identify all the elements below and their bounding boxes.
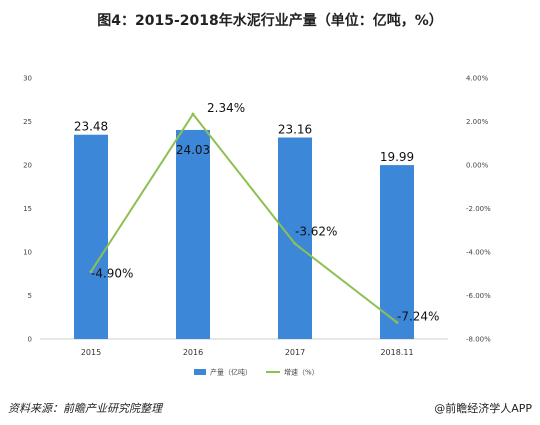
left-tick-label: 5 <box>28 292 32 300</box>
bar <box>176 129 210 339</box>
bar-value-label: 19.99 <box>380 150 414 164</box>
brand-note: @前瞻经济学人APP <box>434 402 532 415</box>
category-label: 2015 <box>81 348 101 357</box>
right-tick-label: -8.00% <box>466 336 491 344</box>
source-note: 资料来源：前瞻产业研究院整理 <box>8 402 162 415</box>
left-tick-label: 25 <box>23 118 32 126</box>
bar-value-label: 24.03 <box>176 143 210 157</box>
legend-label: 增速（%） <box>284 368 319 377</box>
category-label: 2018.11 <box>380 348 413 357</box>
line-value-label: -3.62% <box>295 225 337 239</box>
bar-value-label: 23.16 <box>278 123 312 137</box>
bar <box>74 134 108 339</box>
right-tick-label: -6.00% <box>466 292 491 300</box>
right-tick-label: -4.00% <box>466 249 491 257</box>
category-label: 2016 <box>183 348 203 357</box>
bar-series <box>74 129 414 339</box>
line-value-label: -7.24% <box>397 309 439 323</box>
chart-title: 图4：2015-2018年水泥行业产量（单位：亿吨，%） <box>97 13 443 29</box>
category-label: 2017 <box>285 348 305 357</box>
legend-swatch-bar <box>194 369 206 375</box>
left-tick-label: 10 <box>23 249 32 257</box>
left-tick-label: 20 <box>23 162 32 170</box>
data-labels: 23.48 24.03 23.16 19.99 -4.90% 2.34% -3.62% -7.… <box>74 101 440 323</box>
line-point <box>293 242 297 246</box>
right-tick-label: 4.00% <box>466 75 489 83</box>
right-tick-label: 2.00% <box>466 118 489 126</box>
line-series <box>89 112 399 324</box>
line-point <box>89 270 93 274</box>
line-point <box>191 112 195 116</box>
line-value-label: -4.90% <box>91 267 133 281</box>
legend: 产量（亿吨） 增速（%） <box>194 368 319 377</box>
bar <box>380 165 414 339</box>
bar <box>278 137 312 339</box>
bar-value-label: 23.48 <box>74 120 108 134</box>
right-tick-label: -2.00% <box>466 205 491 213</box>
line-point <box>395 320 399 324</box>
legend-label: 产量（亿吨） <box>210 368 252 377</box>
growth-line <box>90 112 398 324</box>
line-value-label: 2.34% <box>207 101 245 115</box>
left-tick-label: 30 <box>23 75 32 83</box>
left-tick-label: 15 <box>23 205 32 213</box>
right-tick-label: 0.00% <box>466 162 489 170</box>
left-tick-label: 0 <box>28 336 32 344</box>
